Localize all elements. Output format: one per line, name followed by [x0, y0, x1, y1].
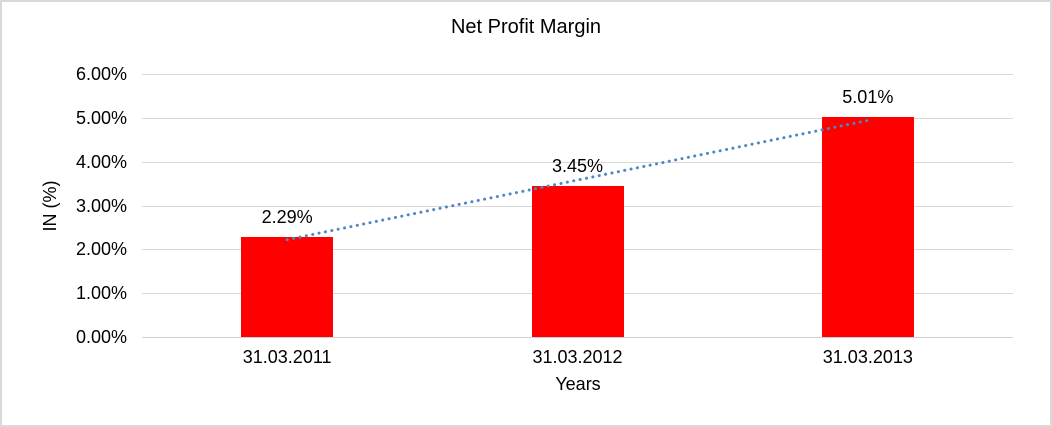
y-tick-label: 6.00%: [75, 64, 127, 84]
x-tick-label: 31.03.2011: [242, 347, 332, 367]
gridline: [142, 74, 1013, 75]
gridline: [142, 337, 1013, 338]
x-axis-title: Years: [555, 374, 601, 394]
y-tick-label: 1.00%: [75, 283, 127, 304]
gridline: [142, 117, 1013, 119]
y-axis-title: IN (%): [40, 180, 60, 232]
y-tick-label: 4.00%: [75, 151, 127, 172]
y-tick-label: 0.00%: [75, 327, 127, 347]
y-tick-label: 2.00%: [75, 239, 127, 260]
chart-title: Net Profit Margin: [450, 16, 602, 38]
y-tick-label: 3.00%: [75, 195, 127, 216]
y-tick-label: 5.00%: [75, 107, 127, 128]
bar: [531, 185, 624, 337]
data-label: 2.29%: [261, 206, 313, 227]
data-label: 5.01%: [842, 87, 894, 108]
bar: [241, 236, 334, 337]
x-tick-label: 31.03.2012: [532, 347, 623, 367]
x-tick-label: 31.03.2013: [822, 347, 913, 367]
bar: [821, 117, 914, 337]
data-label: 3.45%: [551, 155, 604, 176]
